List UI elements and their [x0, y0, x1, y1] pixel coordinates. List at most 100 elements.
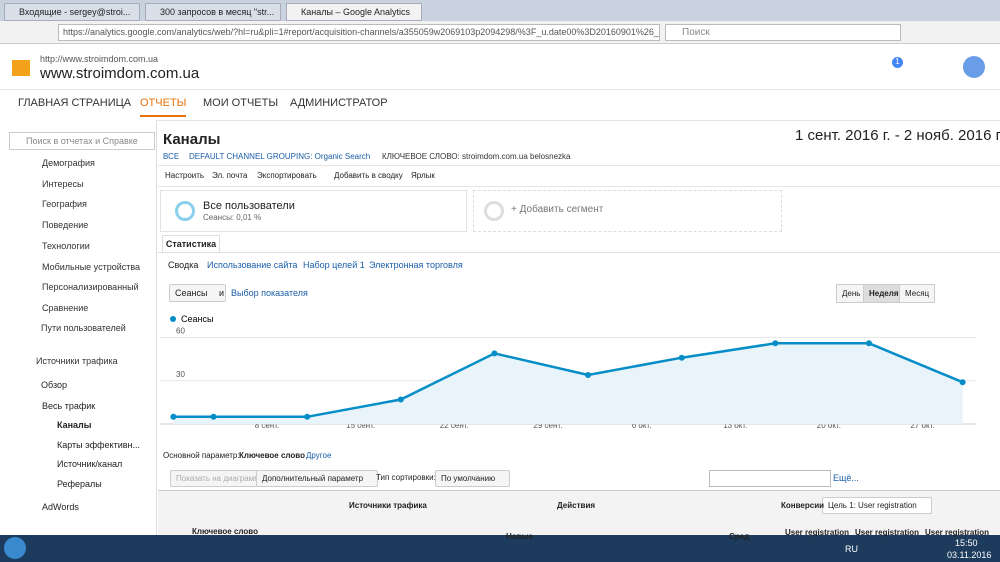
toolbar-button[interactable]: Ярлык	[411, 171, 435, 180]
choose-metric[interactable]: Выбор показателя	[231, 288, 308, 298]
point	[585, 372, 592, 378]
plot-rows[interactable]: Показать на диаграмме	[170, 470, 271, 487]
period-button[interactable]: День	[836, 284, 867, 303]
date-range[interactable]: 1 сент. 2016 г. - 2 нояб. 2016 г.	[795, 127, 1000, 144]
x-tick-label: 29 сент.	[533, 421, 562, 430]
column-header[interactable]: Новые	[506, 532, 533, 541]
url[interactable]: https://analytics.google.com/analytics/w…	[58, 24, 660, 41]
lang[interactable]: RU	[845, 544, 858, 554]
primary-dim[interactable]: Ключевое слово	[239, 451, 305, 460]
sidebar-item[interactable]: Сравнение	[42, 302, 89, 313]
breadcrumb[interactable]: DEFAULT CHANNEL GROUPING: Organic Search	[189, 152, 371, 161]
column-header[interactable]: Сред	[729, 532, 750, 541]
point	[170, 413, 177, 420]
toolbar	[158, 165, 1000, 187]
sidebar-item[interactable]: Технологии	[42, 240, 90, 251]
subtab[interactable]: Электронная торговля	[369, 260, 463, 270]
nav-item[interactable]: АДМИНИСТРАТОР	[290, 97, 388, 109]
x-tick-label: 22 сент.	[440, 421, 469, 430]
clock-date: 03.11.2016	[947, 550, 992, 560]
point	[959, 379, 966, 386]
column-group: Источники трафика	[349, 501, 427, 510]
sidebar-subitem[interactable]: Рефералы	[57, 478, 102, 489]
add-segment[interactable]: + Добавить сегмент	[511, 204, 604, 215]
period-button[interactable]: Месяц	[899, 284, 936, 303]
sidebar-item[interactable]: AdWords	[42, 502, 79, 512]
x-tick-label: 27 окт.	[910, 421, 934, 430]
sort-label: Тип сортировки:	[376, 473, 436, 482]
goal-select[interactable]: Цель 1: User registration	[822, 497, 932, 514]
point	[210, 413, 217, 420]
primary-label: Основной параметр:	[163, 451, 240, 460]
table-search[interactable]	[709, 470, 831, 487]
tab[interactable]: Статистика	[162, 235, 220, 253]
segment-icon	[175, 201, 195, 221]
browser-tab[interactable]: 300 запросов в месяц "str...	[145, 3, 281, 21]
browser-tab[interactable]: Каналы – Google Analytics	[286, 3, 422, 21]
sidebar-item[interactable]: Мобильные устройства	[42, 261, 141, 272]
more[interactable]: Ещё...	[833, 473, 859, 483]
breadcrumb: КЛЮЧЕВОЕ СЛОВО: stroimdom.com.ua belosne…	[382, 152, 571, 161]
sidebar-section[interactable]: Источники трафика	[36, 356, 118, 366]
segment-box[interactable]	[160, 190, 467, 232]
taskbar	[0, 535, 1000, 562]
metric-select[interactable]: Сеансы	[169, 284, 227, 302]
column-header[interactable]: Ключевое слово	[192, 527, 258, 536]
site-name[interactable]: www.stroimdom.com.ua	[40, 65, 200, 82]
clock-time: 15:50	[955, 538, 978, 548]
sidebar-subitem[interactable]: Каналы	[57, 420, 92, 430]
start-button[interactable]	[4, 537, 26, 559]
add-segment-box[interactable]	[473, 190, 782, 232]
sidebar-item[interactable]: Поведение	[42, 220, 89, 231]
avatar[interactable]	[963, 56, 985, 78]
x-tick-label: 15 сент.	[346, 421, 375, 430]
sidebar-search[interactable]: Поиск в отчетах и Справке	[9, 132, 155, 150]
segment-name: Все пользователи	[203, 200, 295, 212]
toolbar-button[interactable]: Добавить в сводку	[334, 171, 403, 180]
sidebar-item[interactable]: Обзор	[41, 380, 67, 390]
breadcrumb[interactable]: ВСЕ	[163, 152, 180, 161]
sort-select[interactable]: По умолчанию	[435, 470, 511, 487]
other-dim[interactable]: Другое	[306, 451, 332, 460]
segment-sub: Сеансы: 0,01 %	[203, 213, 262, 222]
site-url: http://www.stroimdom.com.ua	[40, 54, 159, 64]
toolbar-button[interactable]: Настроить	[165, 171, 205, 180]
column-group: Действия	[557, 501, 596, 510]
browser-search[interactable]: Поиск	[665, 24, 901, 41]
browser-tab[interactable]: Входящие - sergey@stroi...	[4, 3, 140, 21]
sidebar-subitem[interactable]: Карты эффективн...	[57, 439, 140, 450]
notification-count[interactable]: 1	[892, 57, 903, 68]
legend-label: Сеансы	[181, 314, 213, 324]
column-header[interactable]: User registration	[855, 528, 920, 537]
nav-item[interactable]: МОИ ОТЧЕТЫ	[203, 97, 279, 109]
sidebar-item[interactable]: География	[42, 199, 87, 210]
sidebar-item[interactable]: Демография	[42, 158, 95, 168]
y-tick-label: 30	[176, 370, 185, 379]
nav-item[interactable]: ГЛАВНАЯ СТРАНИЦА	[18, 97, 132, 109]
toolbar-button[interactable]: Эл. почта	[212, 171, 248, 180]
nav-item[interactable]: ОТЧЕТЫ	[140, 97, 187, 117]
column-header[interactable]: User registration	[785, 528, 850, 537]
sidebar-item[interactable]: Персонализированный	[42, 282, 139, 293]
sidebar-item[interactable]: Пути пользователей	[41, 323, 126, 333]
add-segment-icon	[484, 201, 504, 221]
sidebar-item[interactable]: Весь трафик	[42, 401, 96, 411]
period-button[interactable]: Неделя	[863, 284, 905, 303]
sidebar-subitem[interactable]: Источник/канал	[57, 459, 123, 469]
column-header[interactable]: User registration	[925, 528, 990, 537]
subtab[interactable]: Использование сайта	[207, 260, 298, 270]
point	[397, 396, 404, 403]
line	[173, 342, 964, 419]
secondary-dim[interactable]: Дополнительный параметр	[256, 470, 379, 487]
point	[304, 413, 311, 420]
sidebar-item[interactable]: Интересы	[42, 178, 84, 189]
toolbar-button[interactable]: Экспортировать	[257, 171, 317, 180]
legend-marker	[170, 316, 176, 322]
subtab[interactable]: Набор целей 1	[303, 260, 365, 270]
x-tick-label: 8 сент.	[255, 421, 280, 430]
subtab[interactable]: Сводка	[168, 260, 199, 270]
point	[678, 354, 685, 361]
